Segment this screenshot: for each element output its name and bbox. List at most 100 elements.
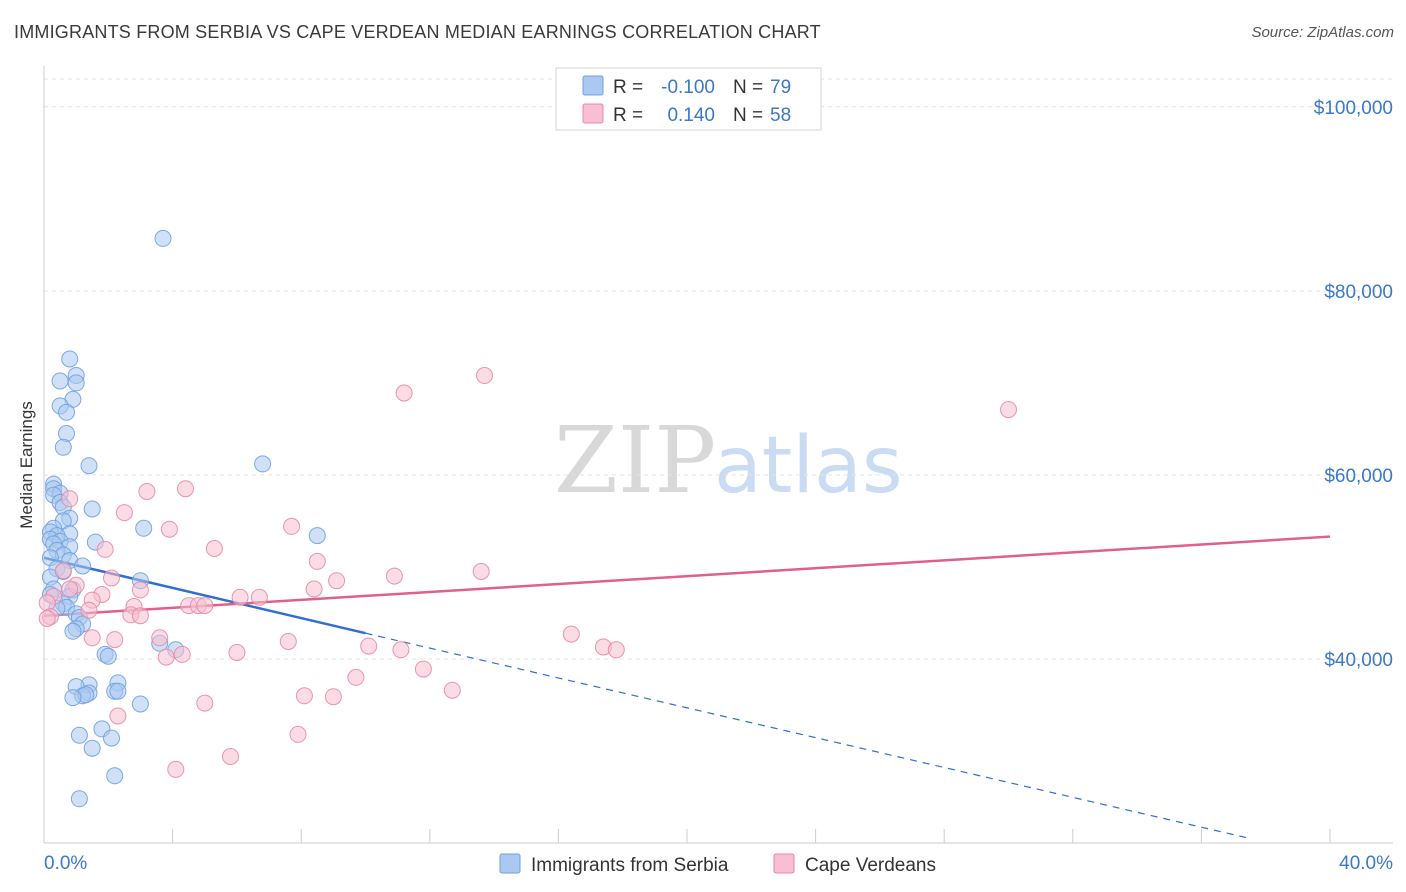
legend-n-label-serbia: N = (733, 77, 763, 98)
data-point (103, 729, 120, 747)
gridlines (44, 78, 1393, 660)
points-serbia (41, 229, 326, 808)
data-point (476, 367, 493, 384)
data-point (99, 647, 117, 665)
correlation-legend: R = -0.100 N = 79 R = 0.140 N = 58 (555, 67, 822, 131)
y-tick-label: $80,000 (1324, 282, 1393, 303)
trendline-serbia (43, 556, 366, 635)
data-point (80, 457, 98, 475)
data-point (289, 725, 307, 743)
data-point (58, 425, 75, 442)
data-point (254, 455, 272, 473)
data-point (283, 517, 301, 535)
y-axis-label: Median Earnings (17, 401, 36, 529)
legend-r-label-cape-verdean: R = (613, 105, 643, 126)
data-point (228, 644, 246, 661)
data-point (308, 552, 326, 570)
data-point (115, 504, 133, 522)
data-point (328, 572, 346, 590)
data-point (38, 610, 56, 627)
y-tick-label: $40,000 (1324, 650, 1393, 671)
data-point (64, 689, 82, 707)
data-point (83, 629, 101, 647)
data-point (196, 597, 214, 615)
trendlines (43, 535, 1331, 839)
data-point (196, 694, 214, 712)
data-point (279, 633, 297, 650)
data-point (360, 637, 378, 655)
points-cape-verdean (38, 367, 1017, 778)
x-tick-label-max: 40.0% (1339, 853, 1393, 874)
data-point (109, 682, 127, 700)
data-point (324, 688, 342, 706)
data-point (151, 629, 169, 647)
data-point (135, 519, 153, 537)
data-point (38, 594, 56, 612)
data-point (54, 438, 72, 456)
legend-r-value-serbia: -0.100 (661, 77, 715, 98)
data-points (38, 229, 1017, 808)
legend-r-label-serbia: R = (613, 77, 643, 98)
data-point (96, 540, 114, 558)
data-point (250, 588, 268, 606)
data-point (106, 631, 124, 649)
watermark-zip: ZIP (554, 407, 716, 514)
data-point (157, 648, 175, 666)
bottom-legend-swatch-serbia (499, 853, 521, 874)
data-point (61, 580, 79, 598)
data-point (308, 527, 326, 545)
bottom-legend-label-serbia: Immigrants from Serbia (531, 855, 729, 876)
trendline-serbia-extension (365, 632, 1250, 839)
data-point (173, 645, 191, 663)
data-point (385, 567, 403, 585)
data-point (414, 660, 432, 678)
y-tick-label: $60,000 (1324, 466, 1393, 487)
legend-n-value-serbia: 79 (770, 77, 791, 98)
data-point (51, 372, 69, 390)
data-point (61, 490, 79, 508)
data-point (131, 695, 149, 713)
source-note: Source: ZipAtlas.com (1251, 24, 1394, 41)
data-point (231, 588, 249, 606)
data-point (74, 557, 92, 575)
data-point (109, 707, 127, 725)
data-point (395, 384, 413, 402)
y-tick-labels: $40,000 $60,000 $80,000 $100,000 (1314, 98, 1393, 671)
x-tick-label-min: 0.0% (44, 853, 87, 874)
data-point (83, 739, 101, 757)
data-point (154, 229, 172, 247)
legend-n-label-cape-verdean: N = (733, 105, 763, 126)
data-point (106, 767, 124, 785)
data-point (562, 625, 580, 643)
data-point (103, 569, 120, 587)
data-point (443, 681, 461, 699)
bottom-legend-label-cape-verdean: Cape Verdeans (805, 855, 936, 876)
data-point (70, 790, 88, 808)
data-point (54, 562, 72, 580)
legend-swatch-serbia (582, 75, 604, 96)
data-point (83, 500, 101, 518)
axes (43, 66, 1393, 844)
data-point (70, 726, 88, 744)
data-point (167, 760, 185, 778)
data-point (347, 668, 365, 686)
data-point (138, 483, 156, 500)
data-point (472, 563, 490, 580)
series-legend: Immigrants from Serbia Cape Verdeans (499, 853, 936, 876)
data-point (61, 350, 79, 368)
data-point (607, 641, 625, 659)
legend-r-value-cape-verdean: 0.140 (667, 105, 715, 126)
data-point (205, 540, 223, 557)
data-point (295, 687, 313, 705)
data-point (160, 520, 178, 538)
data-point (392, 641, 410, 659)
legend-n-value-cape-verdean: 58 (770, 105, 791, 126)
watermark-atlas: atlas (714, 421, 903, 511)
data-point (222, 748, 239, 765)
data-point (67, 374, 85, 392)
data-point (177, 480, 194, 498)
data-point (64, 622, 82, 640)
data-point (1000, 401, 1017, 419)
data-point (131, 607, 149, 625)
